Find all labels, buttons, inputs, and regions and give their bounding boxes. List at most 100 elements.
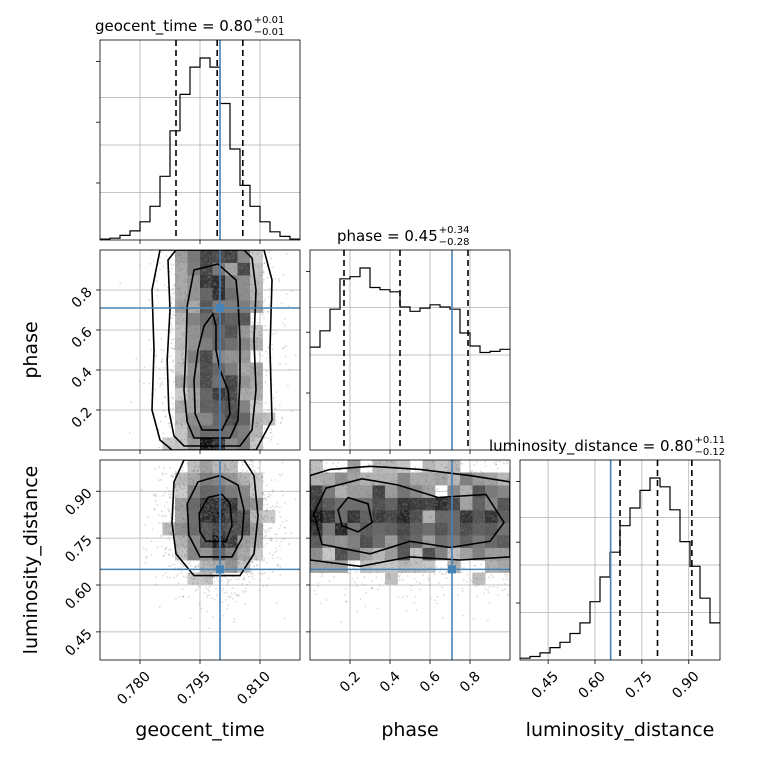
sample-point bbox=[201, 430, 204, 433]
sample-point bbox=[230, 423, 233, 425]
sample-point bbox=[191, 528, 193, 530]
sample-point bbox=[235, 353, 238, 356]
sample-point bbox=[236, 265, 239, 268]
sample-point bbox=[216, 559, 219, 562]
sample-point bbox=[177, 263, 180, 266]
sample-point bbox=[234, 501, 237, 504]
sample-point bbox=[187, 496, 190, 498]
sample-point bbox=[210, 416, 212, 419]
sample-point bbox=[210, 317, 213, 320]
sample-point bbox=[214, 536, 217, 539]
sample-point bbox=[207, 338, 210, 340]
sample-point bbox=[180, 268, 183, 271]
sample-point bbox=[208, 594, 211, 597]
sample-point bbox=[200, 517, 203, 520]
sample-point bbox=[211, 543, 214, 546]
sample-point bbox=[207, 356, 210, 359]
sample-point bbox=[159, 256, 161, 259]
sample-point bbox=[211, 560, 213, 563]
sample-point bbox=[194, 553, 196, 555]
sample-point bbox=[197, 358, 200, 361]
sample-point bbox=[247, 256, 250, 259]
sample-point bbox=[226, 318, 229, 321]
sample-point bbox=[223, 304, 226, 306]
sample-point bbox=[182, 535, 184, 538]
sample-point bbox=[213, 385, 215, 388]
sample-point bbox=[212, 391, 215, 394]
sample-point bbox=[209, 486, 212, 488]
sample-point bbox=[294, 498, 297, 501]
density-cell bbox=[200, 250, 213, 263]
sample-point bbox=[207, 289, 210, 292]
density-cell bbox=[175, 337, 188, 351]
sample-point bbox=[190, 416, 193, 419]
sample-point bbox=[181, 350, 183, 353]
sample-point bbox=[213, 509, 216, 512]
sample-point bbox=[244, 413, 247, 416]
sample-point bbox=[190, 386, 193, 388]
sample-point bbox=[260, 292, 263, 295]
sample-point bbox=[236, 340, 239, 343]
sample-point bbox=[197, 509, 200, 512]
sample-point bbox=[177, 453, 179, 455]
sample-point bbox=[282, 494, 284, 497]
sample-point bbox=[200, 321, 202, 324]
sample-point bbox=[243, 282, 246, 285]
sample-point bbox=[213, 296, 216, 299]
sample-point bbox=[221, 414, 224, 416]
sample-point bbox=[191, 495, 194, 498]
sample-point bbox=[194, 428, 197, 430]
sample-point bbox=[184, 534, 187, 537]
sample-point bbox=[223, 511, 226, 514]
sample-point bbox=[259, 499, 262, 502]
sample-point bbox=[195, 429, 198, 432]
sample-point bbox=[276, 505, 278, 508]
sample-point bbox=[232, 503, 234, 506]
sample-point bbox=[187, 290, 190, 293]
sample-point bbox=[212, 439, 215, 441]
sample-point bbox=[227, 563, 230, 566]
sample-point bbox=[257, 382, 260, 385]
sample-point bbox=[170, 355, 173, 358]
sample-point bbox=[214, 435, 217, 438]
sample-point bbox=[234, 517, 237, 520]
sample-point bbox=[236, 378, 238, 381]
sample-point bbox=[226, 513, 229, 516]
sample-point bbox=[221, 522, 224, 525]
sample-point bbox=[254, 517, 257, 520]
sample-point bbox=[230, 439, 233, 442]
sample-point bbox=[249, 296, 252, 299]
sample-point bbox=[243, 253, 246, 256]
sample-point bbox=[178, 253, 181, 256]
sample-point bbox=[173, 576, 176, 579]
sample-point bbox=[203, 278, 205, 281]
sample-point bbox=[224, 513, 227, 516]
density-cell bbox=[237, 262, 251, 276]
sample-point bbox=[254, 327, 257, 330]
sample-point bbox=[213, 417, 215, 420]
sample-point bbox=[191, 457, 193, 459]
sample-point bbox=[152, 493, 155, 496]
sample-point bbox=[222, 402, 225, 405]
sample-point bbox=[195, 317, 197, 320]
sample-point bbox=[204, 251, 206, 254]
sample-point bbox=[230, 381, 232, 384]
sample-point bbox=[231, 440, 234, 442]
sample-point bbox=[236, 319, 239, 322]
sample-point bbox=[259, 364, 262, 367]
sample-point bbox=[193, 482, 196, 485]
sample-point bbox=[247, 480, 250, 483]
sample-point bbox=[226, 332, 228, 335]
sample-point bbox=[221, 467, 224, 470]
sample-point bbox=[234, 334, 236, 336]
sample-point bbox=[215, 519, 217, 521]
sample-point bbox=[208, 530, 211, 533]
sample-point bbox=[209, 258, 212, 261]
sample-point bbox=[166, 457, 168, 459]
sample-point bbox=[235, 369, 237, 372]
sample-point bbox=[257, 416, 260, 419]
sample-point bbox=[190, 524, 192, 527]
sample-point bbox=[235, 541, 238, 544]
sample-point bbox=[195, 507, 197, 510]
sample-point bbox=[228, 540, 230, 543]
